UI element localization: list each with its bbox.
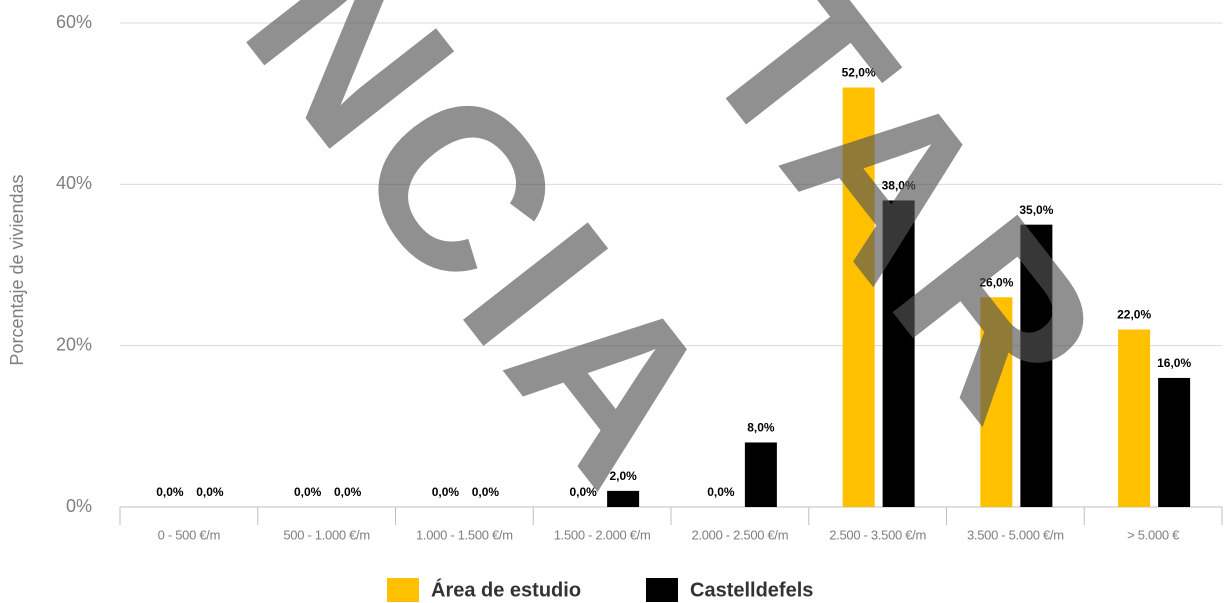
data-label: 2,0%: [609, 469, 637, 483]
y-tick-label: 40%: [56, 173, 92, 193]
bar: [980, 297, 1013, 507]
bar: [882, 200, 915, 507]
legend-swatch: [646, 578, 678, 602]
bar: [1020, 224, 1053, 507]
y-axis-label: Porcentaje de viviendas: [7, 174, 27, 365]
data-label: 8,0%: [747, 421, 775, 435]
y-tick-label: 60%: [56, 12, 92, 32]
bar: [842, 87, 875, 508]
data-label: 35,0%: [1019, 203, 1053, 217]
x-tick-label: 500 - 1.000 €/m: [283, 527, 370, 542]
legend-swatch: [387, 578, 419, 602]
x-tick-label: 1.000 - 1.500 €/m: [416, 527, 513, 542]
data-label: 0,0%: [334, 485, 362, 499]
data-label: 0,0%: [196, 485, 224, 499]
x-tick-label: 3.500 - 5.000 €/m: [967, 527, 1064, 542]
data-label: 0,0%: [432, 485, 460, 499]
x-tick-label: > 5.000 €: [1127, 527, 1180, 542]
data-label: 38,0%: [882, 179, 916, 193]
x-tick-label: 0 - 500 €/m: [158, 527, 220, 542]
data-label: 22,0%: [1117, 308, 1151, 322]
data-label: 16,0%: [1157, 356, 1191, 370]
bar: [1118, 329, 1151, 507]
bar: [607, 490, 640, 507]
y-tick-label: 20%: [56, 334, 92, 354]
data-label: 52,0%: [842, 66, 876, 80]
data-label: 0,0%: [294, 485, 322, 499]
data-label: 0,0%: [707, 485, 735, 499]
legend-label: Castelldefels: [690, 579, 813, 601]
data-label: 0,0%: [569, 485, 597, 499]
data-label: 0,0%: [472, 485, 500, 499]
y-tick-label: 0%: [66, 496, 92, 516]
x-tick-label: 2.500 - 3.500 €/m: [829, 527, 926, 542]
x-tick-label: 2.000 - 2.500 €/m: [691, 527, 788, 542]
data-label: 0,0%: [156, 485, 184, 499]
bar: [1158, 377, 1191, 507]
legend-label: Área de estudio: [431, 578, 581, 601]
data-label: 26,0%: [979, 275, 1013, 289]
x-tick-label: 1.500 - 2.000 €/m: [554, 527, 651, 542]
bar: [744, 442, 777, 507]
